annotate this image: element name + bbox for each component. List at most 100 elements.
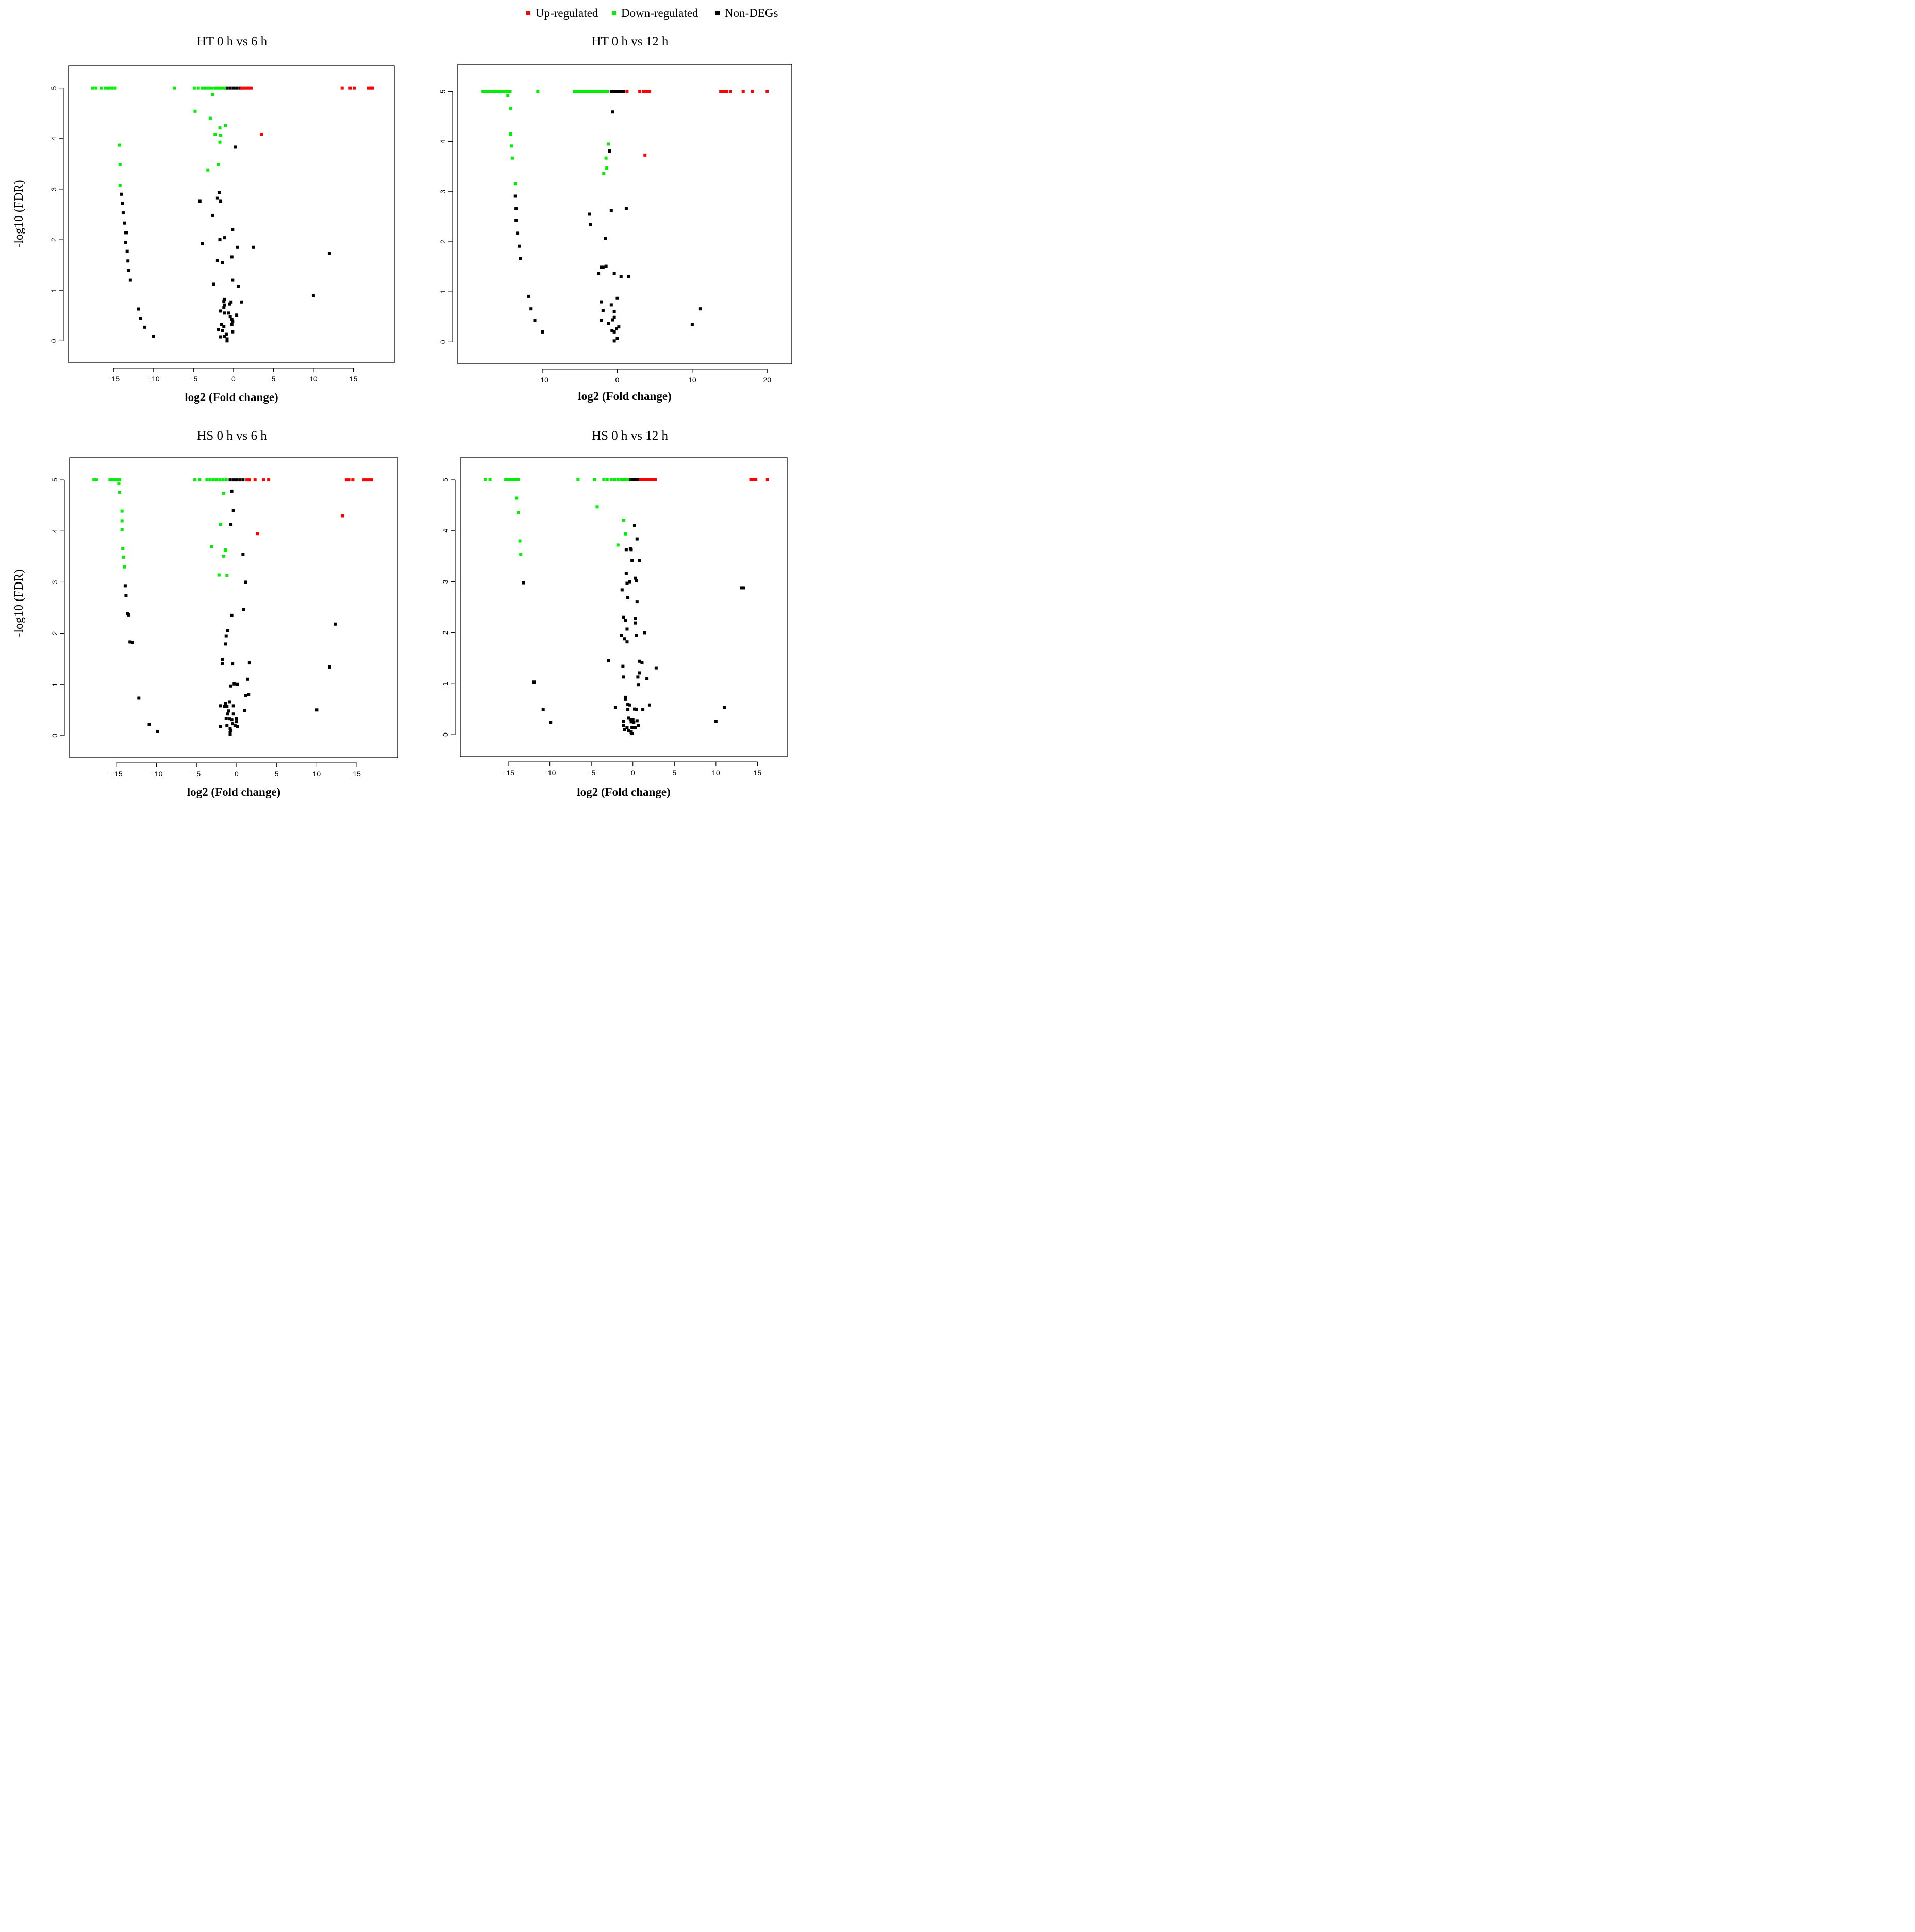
data-point bbox=[505, 90, 509, 93]
x-tick-label: 0 bbox=[631, 769, 635, 777]
data-point bbox=[502, 90, 506, 93]
data-point bbox=[201, 242, 204, 245]
data-point bbox=[638, 90, 642, 93]
data-point bbox=[611, 318, 614, 322]
data-point bbox=[247, 661, 251, 665]
data-point bbox=[654, 666, 658, 670]
y-axis-label-top: -log10 (FDR) bbox=[12, 180, 26, 247]
data-point bbox=[212, 282, 215, 286]
data-point bbox=[719, 90, 723, 93]
data-point bbox=[231, 478, 235, 482]
data-point bbox=[351, 478, 355, 482]
data-point bbox=[626, 478, 630, 481]
figure-page: Up-regulated Down-regulated Non-DEGs -lo… bbox=[0, 0, 801, 807]
x-tick-label: −10 bbox=[536, 376, 548, 384]
data-point bbox=[341, 514, 344, 518]
data-point bbox=[604, 237, 607, 240]
data-point bbox=[118, 184, 122, 187]
data-point bbox=[504, 478, 508, 481]
data-point bbox=[218, 126, 222, 130]
data-point bbox=[240, 86, 243, 90]
y-tick-label: 3 bbox=[439, 190, 447, 194]
y-tick-label: 2 bbox=[49, 238, 58, 242]
data-point bbox=[232, 682, 236, 686]
y-tick-label: 2 bbox=[51, 631, 59, 635]
data-point bbox=[602, 478, 606, 481]
data-point bbox=[752, 478, 755, 481]
x-tick-label: 10 bbox=[313, 770, 321, 778]
data-point bbox=[605, 478, 609, 481]
data-point bbox=[223, 303, 226, 307]
data-point bbox=[643, 153, 647, 157]
data-point bbox=[222, 491, 226, 495]
data-point bbox=[616, 543, 620, 547]
data-point bbox=[120, 192, 123, 196]
data-point bbox=[496, 90, 500, 93]
data-point bbox=[624, 532, 627, 536]
series-up-regulated bbox=[639, 478, 769, 481]
data-point bbox=[231, 86, 235, 90]
data-point bbox=[522, 581, 525, 585]
data-point bbox=[227, 709, 230, 713]
data-point bbox=[624, 572, 628, 575]
data-point bbox=[615, 337, 619, 340]
data-point bbox=[347, 478, 351, 482]
data-point bbox=[117, 482, 121, 486]
data-point bbox=[527, 294, 530, 298]
data-point bbox=[637, 724, 641, 727]
x-tick-label: 10 bbox=[688, 376, 696, 384]
plot-frame bbox=[460, 457, 788, 757]
series-down-regulated bbox=[483, 478, 630, 556]
data-point bbox=[370, 478, 373, 482]
data-point bbox=[223, 705, 226, 708]
data-point bbox=[612, 90, 616, 93]
data-point bbox=[121, 546, 125, 550]
data-point bbox=[641, 478, 645, 481]
data-point bbox=[517, 478, 520, 481]
data-point bbox=[247, 693, 251, 696]
data-point bbox=[124, 240, 127, 244]
y-axis-label-bottom: -log10 (FDR) bbox=[12, 569, 26, 637]
data-point bbox=[600, 319, 603, 322]
data-point bbox=[609, 209, 613, 212]
data-point bbox=[235, 720, 238, 724]
data-point bbox=[219, 309, 223, 313]
legend-label-down: Down-regulated bbox=[621, 7, 698, 20]
y-tick-label: 1 bbox=[49, 288, 58, 292]
series-non-degs bbox=[120, 86, 331, 343]
data-point bbox=[217, 86, 220, 90]
data-point bbox=[625, 726, 629, 729]
y-tick-label: 5 bbox=[441, 478, 449, 482]
data-point bbox=[597, 272, 601, 275]
y-tick-label: 4 bbox=[441, 529, 449, 533]
data-point bbox=[229, 300, 233, 304]
data-point bbox=[334, 622, 337, 626]
data-point bbox=[507, 478, 510, 481]
data-point bbox=[698, 307, 702, 311]
data-point bbox=[634, 478, 637, 481]
data-point bbox=[213, 132, 217, 136]
y-tick-label: 3 bbox=[441, 579, 449, 584]
series-up-regulated bbox=[625, 90, 769, 157]
data-point bbox=[603, 90, 606, 93]
data-point bbox=[211, 478, 215, 482]
data-point bbox=[242, 86, 246, 90]
data-point bbox=[226, 712, 229, 716]
data-point bbox=[122, 555, 125, 559]
data-point bbox=[215, 478, 219, 482]
panel-title: HS 0 h vs 6 h bbox=[197, 429, 267, 443]
data-point bbox=[225, 724, 229, 728]
data-point bbox=[198, 478, 202, 482]
data-point bbox=[532, 680, 536, 684]
y-tick-label: 4 bbox=[51, 529, 59, 533]
data-point bbox=[632, 707, 636, 711]
data-point bbox=[241, 553, 245, 556]
data-point bbox=[626, 703, 630, 706]
data-point bbox=[262, 478, 265, 482]
data-point bbox=[519, 553, 523, 556]
data-point bbox=[228, 727, 232, 730]
data-point bbox=[576, 90, 579, 93]
data-point bbox=[612, 310, 616, 314]
data-point bbox=[623, 478, 626, 481]
y-tick-label: 5 bbox=[49, 86, 58, 90]
